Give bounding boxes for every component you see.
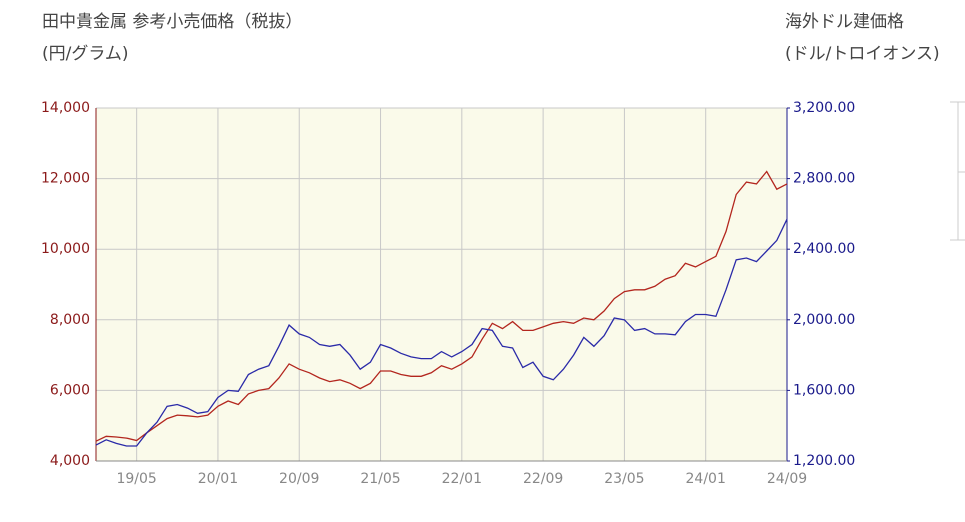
y2-tick-label: 2,000.00 (793, 312, 855, 328)
y-axis-label: (円/グラム) (42, 44, 128, 64)
y-tick-label: 4,000 (50, 453, 90, 469)
y2-tick-label: 2,800.00 (793, 171, 855, 187)
x-tick-label: 20/09 (279, 471, 319, 487)
y2-tick-label: 3,200.00 (793, 100, 855, 116)
x-tick-label: 22/09 (523, 471, 563, 487)
x-tick-label: 24/09 (767, 471, 807, 487)
y-tick-label: 10,000 (41, 241, 90, 257)
x-tick-label: 23/05 (604, 471, 644, 487)
plot-area (96, 108, 787, 461)
x-tick-label: 24/01 (686, 471, 726, 487)
y2-tick-label: 2,400.00 (793, 241, 855, 257)
x-tick-label: 19/05 (116, 471, 156, 487)
y2-tick-label: 1,200.00 (793, 453, 855, 469)
side-box (950, 101, 965, 241)
chart-title: 田中貴金属 参考小売価格（税抜） (42, 12, 302, 32)
series-line (95, 218, 788, 447)
y2-axis-title: 海外ドル建価格 (785, 12, 904, 32)
y-tick-label: 14,000 (41, 100, 90, 116)
x-tick-label: 21/05 (360, 471, 400, 487)
x-tick-label: 22/01 (442, 471, 482, 487)
y-tick-label: 12,000 (41, 171, 90, 187)
y2-tick-label: 1,600.00 (793, 382, 855, 398)
series-line (95, 170, 788, 442)
y-tick-label: 8,000 (50, 312, 90, 328)
y-tick-label: 6,000 (50, 382, 90, 398)
x-tick-label: 20/01 (198, 471, 238, 487)
y2-axis-label: (ドル/トロイオンス) (785, 44, 940, 64)
